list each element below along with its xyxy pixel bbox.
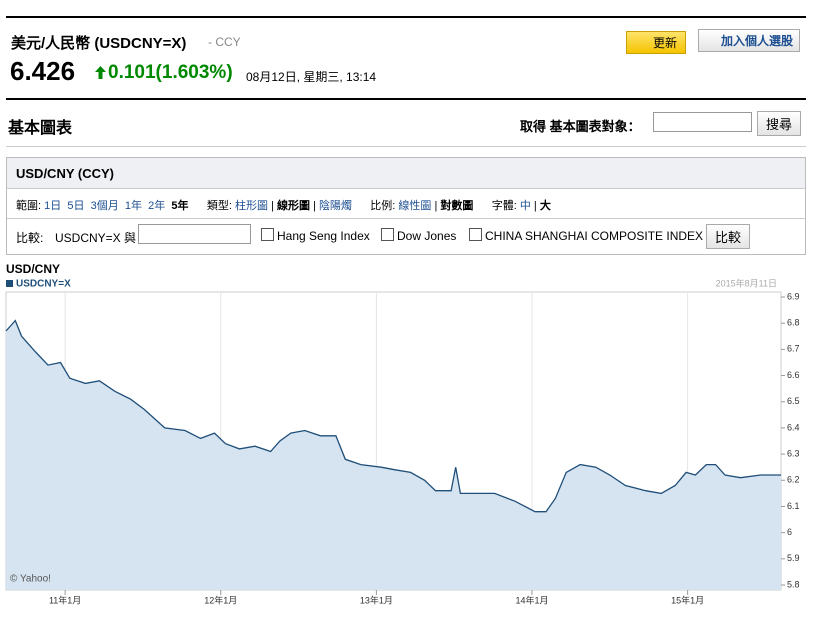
compare-option-label: Hang Seng Index — [277, 229, 370, 243]
y-tick-label: 6.3 — [787, 448, 800, 458]
refresh-button[interactable]: 更新 — [626, 31, 687, 54]
add-portfolio-button[interactable]: 加入個人選股 — [698, 29, 801, 52]
datetime: 08月12日, 星期三, 13:14 — [246, 70, 377, 84]
x-tick-label: 12年1月 — [204, 594, 237, 605]
credit: © Yahoo! — [10, 574, 51, 585]
compare-base: USDCNY=X 與 — [55, 231, 137, 245]
y-tick-label: 6.8 — [787, 318, 800, 328]
area — [6, 320, 781, 590]
compare-option[interactable]: Dow Jones — [381, 228, 456, 243]
panel-title: USD/CNY (CCY) — [16, 166, 114, 181]
change: 0.101(1.603%) — [108, 62, 233, 83]
font-option[interactable]: 中 — [519, 200, 531, 212]
search-label: 取得 基本圖表對象： — [520, 119, 641, 134]
legend-label: USDCNY=X — [16, 279, 71, 290]
range-label: 範圍: — [16, 200, 42, 212]
options-row: 範圍: 1日 5日 3個月 1年 2年 5年 類型: 柱形圖 | 線形圖 | 陰… — [16, 200, 551, 212]
up-arrow — [95, 66, 106, 79]
y-tick-label: 6.5 — [787, 396, 800, 406]
type-label: 類型: — [206, 200, 232, 212]
y-tick-label: 6.7 — [787, 344, 800, 354]
exchange: - CCY — [208, 35, 241, 49]
rule — [6, 98, 806, 100]
range-option[interactable]: 2年 — [148, 200, 166, 212]
compare-input[interactable] — [138, 224, 251, 244]
chart-options-panel — [6, 157, 806, 255]
y-tick-label: 5.9 — [787, 553, 800, 563]
x-tick-label: 13年1月 — [360, 594, 393, 605]
scale-option[interactable]: 線性圖 — [398, 200, 432, 212]
range-option[interactable]: 1年 — [124, 200, 142, 212]
panel-divider — [7, 218, 805, 219]
range-option[interactable]: 5年 — [171, 200, 189, 212]
type-option[interactable]: 陰陽燭 — [318, 200, 352, 212]
section-title: 基本圖表 — [8, 120, 73, 137]
scale-option[interactable]: 對數圖 — [440, 200, 474, 212]
y-tick-label: 6.4 — [787, 422, 800, 432]
font-label: 字體: — [491, 200, 517, 212]
rule — [6, 146, 806, 147]
compare-label: 比較: — [16, 231, 44, 245]
y-tick-label: 6.2 — [787, 475, 800, 485]
range-option[interactable]: 5日 — [67, 200, 85, 212]
range-option[interactable]: 3個月 — [90, 200, 119, 212]
y-tick-label: 6.6 — [787, 370, 800, 380]
search-button[interactable]: 搜尋 — [757, 111, 802, 136]
chart: USD/CNY USDCNY=X 2015年8月11日 11年1月 12年1月 13年1月… — [5, 262, 800, 605]
type-option[interactable]: 柱形圖 — [234, 200, 268, 212]
chart-title: USD/CNY — [6, 262, 60, 276]
compare-button[interactable]: 比較 — [706, 224, 751, 249]
line — [5, 319, 781, 513]
search-input[interactable] — [653, 112, 752, 132]
y-tick-label: 6 — [787, 527, 792, 537]
y-tick-label: 5.8 — [787, 579, 800, 589]
x-tick-label: 15年1月 — [671, 594, 704, 605]
y-tick-label: 6.9 — [787, 291, 800, 301]
range-option[interactable]: 1日 — [44, 200, 62, 212]
price: 6.426 — [10, 56, 76, 86]
panel-header — [7, 158, 805, 189]
top-rule — [6, 16, 806, 18]
x-tick-label: 11年1月 — [49, 594, 81, 605]
type-option[interactable]: 線形圖 — [276, 200, 310, 212]
compare-option-label: Dow Jones — [397, 229, 457, 243]
font-option[interactable]: 大 — [539, 200, 551, 212]
y-tick-label: 6.1 — [787, 501, 800, 511]
quote-title: 美元/人民幣 (USDCNY=X) — [11, 35, 187, 52]
compare-option[interactable]: CHINA SHANGHAI COMPOSITE INDEX — [469, 228, 703, 243]
legend-swatch — [6, 280, 13, 287]
compare-option[interactable]: Hang Seng Index — [261, 228, 370, 243]
date-label: 2015年8月11日 — [716, 277, 777, 288]
scale-label: 比例: — [370, 200, 396, 212]
compare-option-label: CHINA SHANGHAI COMPOSITE INDEX — [485, 229, 704, 243]
x-tick-label: 14年1月 — [515, 594, 548, 605]
